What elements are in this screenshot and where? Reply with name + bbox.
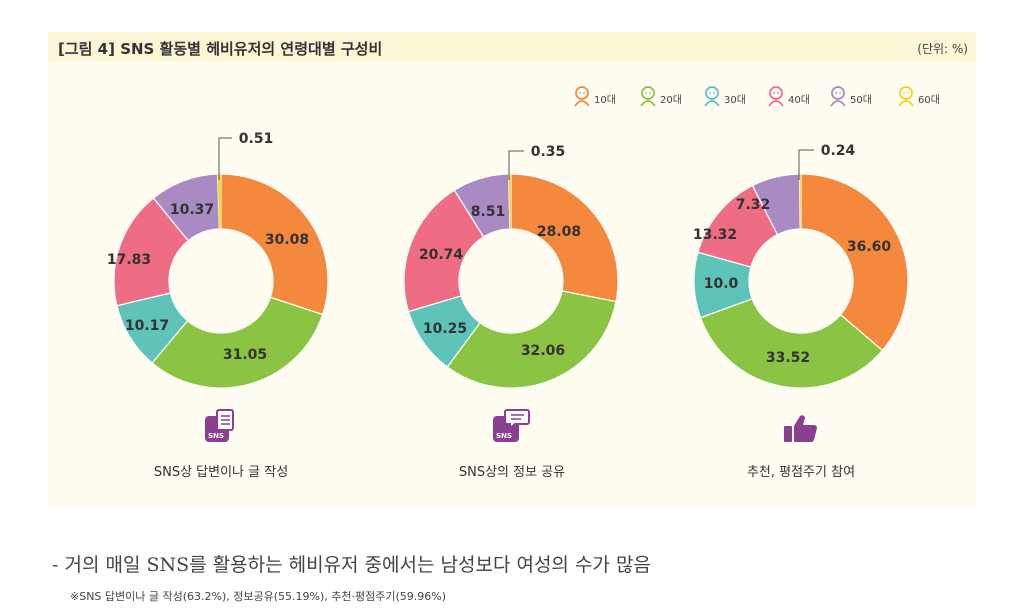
callout-line [508, 150, 524, 180]
slice-label: 0.51 [239, 131, 274, 147]
legend-label: 50대 [850, 95, 872, 106]
person-icon [704, 86, 720, 107]
donut-slice [220, 173, 329, 316]
slice-label: 20.74 [419, 247, 464, 263]
slice-label: 10.25 [423, 321, 467, 337]
unit-label: (단위: %) [917, 42, 968, 56]
footnote: ※SNS 답변이나 글 작성(63.2%), 정보공유(55.19%), 추천·… [70, 590, 447, 603]
slice-label: 8.51 [471, 204, 506, 220]
slice-label: 10.0 [704, 276, 739, 292]
slice-label: 10.17 [125, 318, 169, 334]
donut-slice [800, 173, 909, 352]
person-icon [830, 86, 846, 107]
sns-chat-icon: SNS [493, 409, 530, 442]
legend-label: 20대 [660, 95, 682, 106]
donut-slice [699, 298, 884, 389]
svg-text:SNS: SNS [496, 432, 512, 440]
donut-slice [151, 296, 324, 389]
slice-label: 13.32 [693, 227, 737, 243]
slice-label: 7.32 [736, 197, 771, 213]
slice-label: 31.05 [223, 347, 267, 363]
slice-label: 0.35 [531, 144, 566, 160]
svg-text:SNS: SNS [208, 432, 224, 440]
slice-label: 33.52 [766, 350, 810, 366]
sns-document-icon: SNS [205, 409, 234, 442]
person-icon [640, 86, 656, 107]
person-icon [768, 86, 784, 107]
chart-caption-2: SNS상의 정보 공유 [458, 465, 566, 480]
callout-line [798, 149, 814, 180]
legend-label: 60대 [918, 95, 940, 106]
summary-note: - 거의 매일 SNS를 활용하는 헤비유저 중에서는 남성보다 여성의 수가 … [52, 554, 651, 576]
donut-slice [799, 173, 802, 230]
figure-title: [그림 4] SNS 활동별 헤비유저의 연령대별 구성비 [58, 40, 383, 58]
donut-slice [403, 189, 485, 313]
legend-label: 30대 [724, 95, 746, 106]
slice-label: 30.08 [265, 232, 309, 248]
slice-label: 0.24 [821, 143, 856, 159]
legend-label: 40대 [788, 95, 810, 106]
slice-label: 32.06 [521, 343, 565, 359]
figure-title-bar [48, 32, 976, 62]
legend-label: 10대 [594, 95, 616, 106]
slice-label: 28.08 [537, 224, 581, 240]
chart-caption-3: 추천, 평점주기 참여 [746, 465, 856, 480]
callout-line [218, 137, 232, 180]
slice-label: 17.83 [107, 252, 151, 268]
legend: 10대 20대 30대 40대 50대 60대 [572, 85, 952, 109]
person-icon [574, 86, 590, 107]
donut-slice [446, 290, 617, 389]
slice-label: 36.60 [847, 239, 892, 255]
thumbs-up-icon [784, 415, 817, 443]
person-icon [898, 86, 914, 107]
slice-label: 10.37 [170, 202, 214, 218]
donut-slice [510, 173, 619, 303]
chart-caption-1: SNS상 답변이나 글 작성 [153, 465, 289, 480]
